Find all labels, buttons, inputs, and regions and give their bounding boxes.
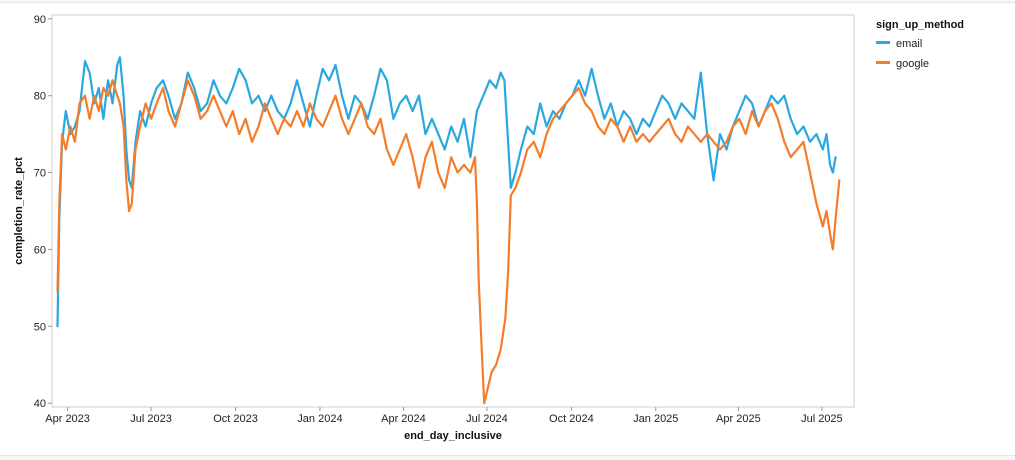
x-tick-label: Jan 2025 xyxy=(633,413,678,425)
y-tick-label: 50 xyxy=(34,321,46,333)
legend-label-google: google xyxy=(896,58,929,70)
x-tick-label: Apr 2024 xyxy=(381,413,426,425)
line-chart: 40 50 60 70 80 90 Apr 2023 Jul 2023 Oct 2023 Jan… xyxy=(13,14,964,442)
x-tick-label: Jul 2024 xyxy=(466,413,508,425)
x-tick-label: Oct 2023 xyxy=(213,413,258,425)
y-tick-label: 40 xyxy=(34,398,46,410)
y-axis: 40 50 60 70 80 90 xyxy=(34,14,52,410)
x-tick-label: Jan 2024 xyxy=(297,413,342,425)
y-tick-label: 90 xyxy=(34,14,46,26)
x-tick-label: Apr 2025 xyxy=(716,413,761,425)
legend: sign_up_method email google xyxy=(876,19,964,70)
legend-swatch-email xyxy=(876,41,890,44)
y-tick-label: 80 xyxy=(34,91,46,103)
x-tick-label: Jul 2023 xyxy=(130,413,172,425)
series-line-email xyxy=(56,56,837,328)
legend-label-email: email xyxy=(896,38,922,50)
y-axis-title: completion_rate_pct xyxy=(13,157,25,265)
x-tick-label: Jul 2025 xyxy=(801,413,843,425)
y-tick-label: 60 xyxy=(34,244,46,256)
series-lines xyxy=(56,56,841,405)
x-tick-label: Apr 2023 xyxy=(45,413,90,425)
series-line-google xyxy=(56,79,841,405)
x-tick-label: Oct 2024 xyxy=(549,413,594,425)
y-tick-label: 70 xyxy=(34,168,46,180)
legend-swatch-google xyxy=(876,61,890,64)
x-axis: Apr 2023 Jul 2023 Oct 2023 Jan 2024 Apr 2024… xyxy=(45,407,843,425)
legend-title: sign_up_method xyxy=(876,19,964,31)
x-axis-title: end_day_inclusive xyxy=(404,430,502,442)
plot-area xyxy=(51,14,855,408)
